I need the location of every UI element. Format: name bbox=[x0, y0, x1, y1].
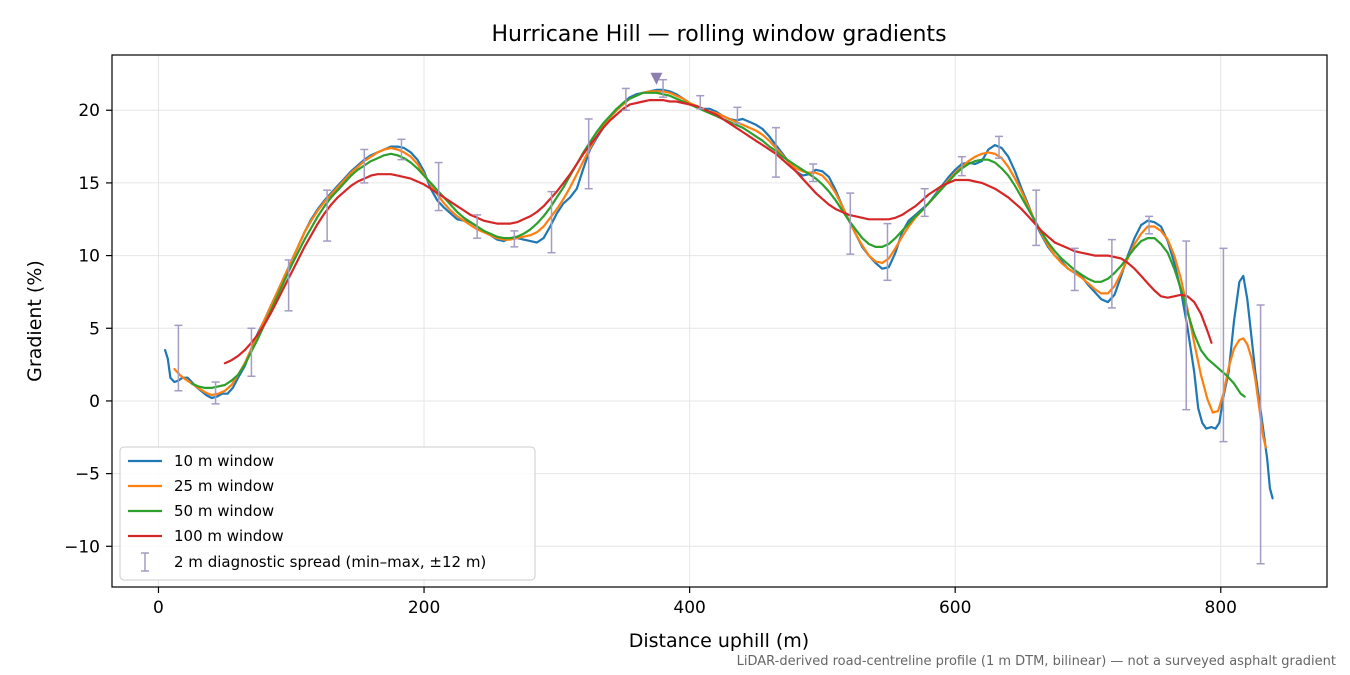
error-bar bbox=[473, 214, 482, 239]
error-bar bbox=[1070, 247, 1079, 292]
error-bar bbox=[323, 189, 332, 242]
legend-label-errorbar: 2 m diagnostic spread (min–max, ±12 m) bbox=[174, 553, 486, 571]
y-tick-label: 5 bbox=[89, 319, 100, 339]
plot-frame bbox=[111, 54, 1328, 588]
peak-marker bbox=[650, 72, 663, 85]
error-bar bbox=[920, 187, 929, 218]
x-tick-label: 600 bbox=[939, 598, 971, 618]
error-bar bbox=[547, 190, 556, 254]
error-bar bbox=[1145, 215, 1154, 235]
axes: 0 200 400 600 800 −10 −5 0 5 10 15 20 bbox=[64, 54, 1328, 618]
error-bar bbox=[957, 155, 966, 177]
error-bars bbox=[174, 72, 1265, 565]
y-tick-label: 15 bbox=[78, 174, 100, 194]
grid-lines bbox=[112, 55, 1327, 587]
legend: 10 m window 25 m window 50 m window 100 … bbox=[119, 446, 536, 581]
series-line-4 bbox=[223, 99, 1213, 365]
error-bar bbox=[434, 161, 443, 212]
y-axis-label: Gradient (%) bbox=[24, 260, 46, 382]
error-bar bbox=[621, 87, 630, 111]
x-tick-label: 400 bbox=[673, 598, 705, 618]
error-bar bbox=[1182, 240, 1191, 411]
error-bar bbox=[211, 381, 220, 405]
error-bar bbox=[584, 118, 593, 190]
error-bar bbox=[397, 138, 406, 161]
x-tick-label: 800 bbox=[1205, 598, 1237, 618]
error-bar bbox=[1032, 189, 1041, 247]
error-bar bbox=[510, 230, 519, 248]
error-bar bbox=[284, 259, 293, 312]
legend-box bbox=[119, 446, 536, 581]
error-bar bbox=[1256, 304, 1265, 565]
y-tick-label: −5 bbox=[75, 465, 100, 485]
legend-label-50m: 50 m window bbox=[174, 502, 274, 520]
error-bar bbox=[360, 148, 369, 184]
legend-swatch-errorbar bbox=[141, 552, 149, 572]
error-bar bbox=[733, 106, 742, 125]
y-tick-label: 0 bbox=[89, 392, 100, 412]
error-bar bbox=[659, 78, 668, 98]
error-bar bbox=[174, 324, 183, 392]
legend-label-25m: 25 m window bbox=[174, 477, 274, 495]
series-line-2 bbox=[173, 90, 1267, 449]
error-bar bbox=[1219, 247, 1228, 443]
error-bar bbox=[247, 327, 256, 377]
legend-label-100m: 100 m window bbox=[174, 527, 284, 545]
series-lines bbox=[164, 88, 1274, 500]
error-bar bbox=[1107, 238, 1116, 309]
legend-label-10m: 10 m window bbox=[174, 452, 274, 470]
error-bar bbox=[883, 222, 892, 282]
x-tick-label: 200 bbox=[408, 598, 440, 618]
x-axis-label: Distance uphill (m) bbox=[629, 630, 809, 652]
footnote: LiDAR-derived road-centreline profile (1… bbox=[737, 654, 1336, 669]
y-tick-label: 20 bbox=[78, 101, 100, 121]
error-bar bbox=[771, 126, 780, 178]
y-tick-label: −10 bbox=[64, 537, 100, 557]
chart-title: Hurricane Hill — rolling window gradient… bbox=[491, 22, 946, 47]
y-tick-label: 10 bbox=[78, 247, 100, 267]
error-bar bbox=[809, 163, 818, 183]
error-bar bbox=[995, 135, 1004, 159]
x-tick-label: 0 bbox=[153, 598, 164, 618]
error-bar bbox=[696, 94, 705, 110]
error-bar bbox=[846, 192, 855, 255]
